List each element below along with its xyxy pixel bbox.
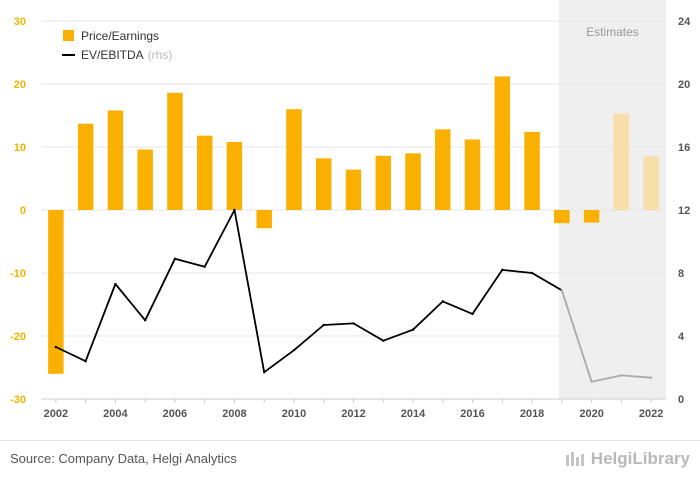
ev-ebitda-point-2011 <box>322 323 325 327</box>
ev-ebitda-point-2014 <box>411 328 415 331</box>
bar-2014 <box>405 153 421 210</box>
x-tick-label: 2014 <box>401 408 426 420</box>
ev-ebitda-point-2017 <box>501 268 504 272</box>
bar-2019 <box>554 210 570 224</box>
bar-2006 <box>167 92 183 210</box>
x-tick-label: 2002 <box>44 408 68 420</box>
x-tick-label: 2016 <box>460 408 484 420</box>
ev-ebitda-line-estimate <box>560 290 652 383</box>
x-tick-label: 2006 <box>163 408 187 420</box>
right-tick-label: 24 <box>678 16 691 28</box>
estimates-label: Estimates <box>586 25 639 39</box>
bar-2015 <box>435 129 451 210</box>
x-tick-label: 2012 <box>341 408 365 420</box>
ev-ebitda-point-2004 <box>114 282 117 286</box>
ev-ebitda-point-2005 <box>143 319 147 322</box>
bar-2022 <box>643 156 659 210</box>
x-tick-label: 2022 <box>639 408 663 420</box>
bar-2018 <box>524 131 540 210</box>
x-tick-label: 2004 <box>103 408 128 420</box>
right-tick-label: 20 <box>678 79 690 91</box>
legend-label-ev-ebitda: EV/EBITDA (rhs) <box>81 48 172 62</box>
right-tick-label: 8 <box>678 268 684 280</box>
right-tick-label: 0 <box>678 394 684 406</box>
bar-2002 <box>48 210 64 374</box>
ev-ebitda-point-2009 <box>263 371 266 374</box>
ev-ebitda-point-2008 <box>233 208 236 212</box>
footer: Source: Company Data, Helgi Analytics He… <box>0 440 700 484</box>
ev-ebitda-point-2012 <box>352 322 355 325</box>
left-tick-label: 10 <box>14 142 26 154</box>
bar-2020 <box>583 210 600 223</box>
ev-ebitda-point-2019 <box>560 289 564 292</box>
ev-ebitda-point-2020 <box>590 380 593 383</box>
left-tick-label: -20 <box>10 331 26 343</box>
right-tick-label: 12 <box>678 205 690 217</box>
ev-ebitda-point-2021 <box>620 374 623 377</box>
right-tick-label: 4 <box>678 331 685 343</box>
bar-2016 <box>464 139 481 210</box>
bar-2012 <box>345 169 362 210</box>
bar-2017 <box>494 76 511 210</box>
x-tick-label: 2010 <box>282 408 306 420</box>
brand-name: HelgiLibrary <box>590 449 690 468</box>
bar-2003 <box>77 123 94 210</box>
chart: Estimates 3020100-10-20-3024201612840200… <box>10 0 691 420</box>
ev-ebitda-point-2018 <box>530 271 534 275</box>
bar-2013 <box>375 155 391 210</box>
ev-ebitda-point-2007 <box>203 265 206 268</box>
ev-ebitda-point-2016 <box>471 312 474 316</box>
ev-ebitda-point-2002 <box>54 345 58 349</box>
ev-ebitda-point-2003 <box>84 360 87 363</box>
bar-2009 <box>256 210 272 229</box>
left-tick-label: 20 <box>14 79 26 91</box>
legend-label-price-earnings: Price/Earnings <box>81 29 159 43</box>
brand-logo: HelgiLibrary <box>565 449 690 469</box>
ev-ebitda-line <box>55 209 563 374</box>
ev-ebitda-point-2022 <box>649 376 653 379</box>
left-tick-label: -30 <box>10 394 26 406</box>
legend: Price/Earnings EV/EBITDA (rhs) <box>62 29 172 62</box>
bar-2021 <box>613 113 630 210</box>
ev-ebitda-point-2006 <box>173 257 177 261</box>
x-tick-label: 2020 <box>579 408 603 420</box>
x-tick-label: 2018 <box>520 408 544 420</box>
ev-ebitda-point-2013 <box>382 339 385 342</box>
right-tick-label: 16 <box>678 142 690 154</box>
bar-2005 <box>137 149 153 210</box>
bar-2010 <box>286 109 302 210</box>
left-tick-label: 30 <box>14 16 26 28</box>
left-tick-label: 0 <box>20 205 26 217</box>
ev-ebitda-point-2015 <box>441 300 444 303</box>
source-note: Source: Company Data, Helgi Analytics <box>10 451 237 466</box>
bar-2007 <box>196 135 213 210</box>
ev-ebitda-point-2010 <box>292 348 296 352</box>
bar-2004 <box>107 110 124 210</box>
bar-2011 <box>316 158 332 210</box>
x-tick-label: 2008 <box>222 408 246 420</box>
bar-2008 <box>226 141 243 210</box>
legend-swatch-price-earnings <box>63 30 74 41</box>
library-icon <box>565 452 584 466</box>
left-tick-label: -10 <box>10 268 26 280</box>
